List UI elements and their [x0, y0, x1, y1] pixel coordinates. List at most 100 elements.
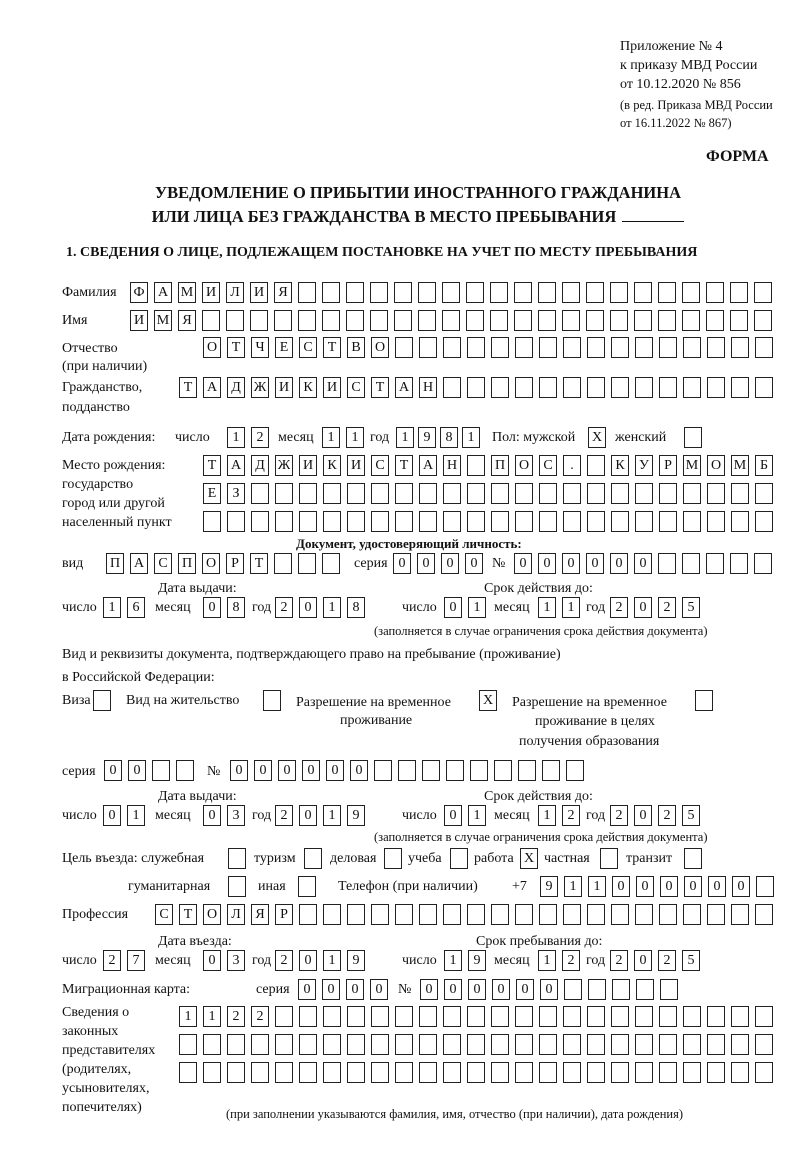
char-cell[interactable]: 0 [203, 805, 221, 826]
char-cell[interactable]: 0 [540, 979, 558, 1000]
char-cell[interactable] [227, 511, 245, 532]
char-cell[interactable] [611, 337, 629, 358]
char-cell[interactable]: 1 [444, 950, 462, 971]
char-cell[interactable] [274, 553, 292, 574]
char-cell[interactable] [707, 1006, 725, 1027]
char-cell[interactable] [395, 483, 413, 504]
char-cell[interactable] [707, 483, 725, 504]
char-cell[interactable] [490, 310, 508, 331]
char-cell[interactable] [227, 1062, 245, 1083]
char-cell[interactable]: 2 [251, 427, 269, 448]
char-cell[interactable] [419, 511, 437, 532]
char-cell[interactable]: 7 [127, 950, 145, 971]
char-cell[interactable] [443, 337, 461, 358]
char-cell[interactable]: 0 [586, 553, 604, 574]
char-cell[interactable] [322, 282, 340, 303]
char-cell[interactable] [323, 1034, 341, 1055]
char-cell[interactable]: Ж [251, 377, 269, 398]
char-cell[interactable]: О [203, 904, 221, 925]
char-cell[interactable] [611, 377, 629, 398]
char-cell[interactable]: 8 [347, 597, 365, 618]
char-cell[interactable]: Д [251, 455, 269, 476]
char-cell[interactable] [707, 511, 725, 532]
char-cell[interactable] [299, 511, 317, 532]
char-cell[interactable] [467, 483, 485, 504]
char-cell[interactable] [707, 1034, 725, 1055]
char-cell[interactable] [323, 904, 341, 925]
char-cell[interactable] [202, 310, 220, 331]
char-cell[interactable] [323, 483, 341, 504]
char-cell[interactable] [730, 310, 748, 331]
char-cell[interactable] [683, 1006, 701, 1027]
char-cell[interactable] [563, 377, 581, 398]
char-cell[interactable] [419, 483, 437, 504]
char-cell[interactable] [706, 310, 724, 331]
char-cell[interactable] [371, 1006, 389, 1027]
char-cell[interactable] [659, 511, 677, 532]
char-cell[interactable]: Е [203, 483, 221, 504]
char-cell[interactable] [347, 1034, 365, 1055]
char-cell[interactable]: П [491, 455, 509, 476]
char-cell[interactable]: 1 [468, 805, 486, 826]
char-cell[interactable]: 2 [610, 805, 628, 826]
char-cell[interactable]: 1 [127, 805, 145, 826]
char-cell[interactable]: 0 [516, 979, 534, 1000]
char-cell[interactable] [346, 310, 364, 331]
char-cell[interactable]: 0 [444, 805, 462, 826]
char-cell[interactable] [443, 483, 461, 504]
char-cell[interactable]: 5 [682, 597, 700, 618]
char-cell[interactable] [659, 1034, 677, 1055]
char-cell[interactable]: 1 [227, 427, 245, 448]
char-cell[interactable]: 0 [612, 876, 630, 897]
char-cell[interactable] [635, 377, 653, 398]
char-cell[interactable] [707, 1062, 725, 1083]
char-cell[interactable] [683, 1062, 701, 1083]
char-cell[interactable] [419, 904, 437, 925]
char-cell[interactable]: 0 [708, 876, 726, 897]
char-cell[interactable] [275, 1062, 293, 1083]
char-cell[interactable] [731, 483, 749, 504]
char-cell[interactable] [682, 310, 700, 331]
char-cell[interactable]: 1 [346, 427, 364, 448]
char-cell[interactable]: М [178, 282, 196, 303]
char-cell[interactable] [539, 904, 557, 925]
char-cell[interactable] [754, 310, 772, 331]
char-cell[interactable] [370, 282, 388, 303]
char-cell[interactable] [347, 1006, 365, 1027]
char-cell[interactable]: И [130, 310, 148, 331]
char-cell[interactable]: 2 [658, 597, 676, 618]
char-cell[interactable] [323, 1006, 341, 1027]
checkbox[interactable] [228, 876, 246, 897]
char-cell[interactable] [467, 1034, 485, 1055]
char-cell[interactable] [466, 282, 484, 303]
char-cell[interactable] [682, 282, 700, 303]
char-cell[interactable] [730, 282, 748, 303]
char-cell[interactable] [562, 310, 580, 331]
char-cell[interactable] [755, 511, 773, 532]
char-cell[interactable] [707, 337, 725, 358]
char-cell[interactable] [395, 1062, 413, 1083]
checkbox[interactable] [298, 876, 316, 897]
char-cell[interactable]: 0 [346, 979, 364, 1000]
char-cell[interactable] [636, 979, 654, 1000]
char-cell[interactable]: 0 [417, 553, 435, 574]
char-cell[interactable]: 0 [732, 876, 750, 897]
char-cell[interactable]: Н [419, 377, 437, 398]
char-cell[interactable]: 5 [682, 805, 700, 826]
char-cell[interactable] [563, 1062, 581, 1083]
char-cell[interactable]: 0 [444, 597, 462, 618]
char-cell[interactable]: 0 [492, 979, 510, 1000]
char-cell[interactable] [563, 511, 581, 532]
char-cell[interactable]: 0 [322, 979, 340, 1000]
char-cell[interactable]: . [563, 455, 581, 476]
char-cell[interactable] [755, 337, 773, 358]
char-cell[interactable]: 1 [588, 876, 606, 897]
char-cell[interactable] [226, 310, 244, 331]
char-cell[interactable]: А [203, 377, 221, 398]
char-cell[interactable] [635, 511, 653, 532]
char-cell[interactable] [491, 1062, 509, 1083]
char-cell[interactable] [419, 1034, 437, 1055]
char-cell[interactable] [659, 337, 677, 358]
char-cell[interactable] [299, 483, 317, 504]
char-cell[interactable]: 9 [347, 805, 365, 826]
